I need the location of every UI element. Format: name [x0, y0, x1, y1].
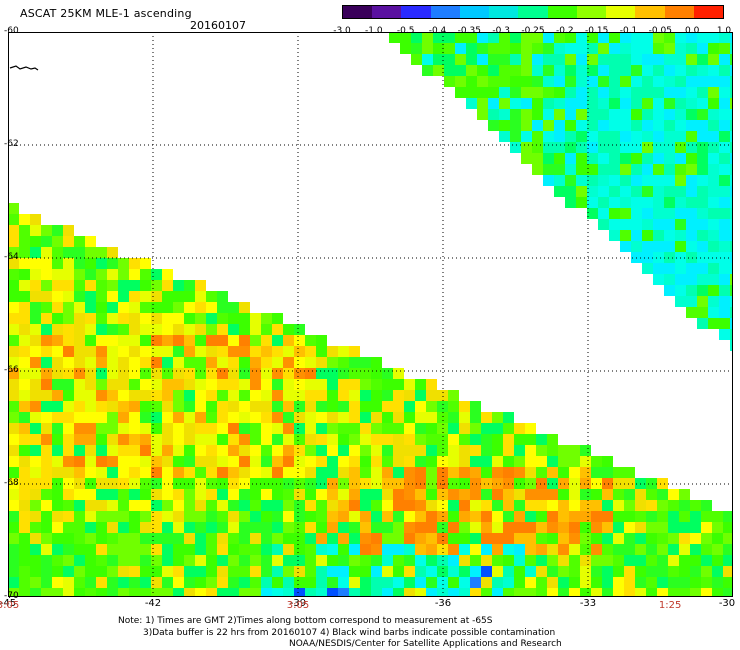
- note-line-3: NOAA/NESDIS/Center for Satellite Applica…: [289, 639, 562, 649]
- color-scale-bar: [342, 5, 724, 19]
- longitude-label: -39: [289, 598, 307, 609]
- color-swatch: [430, 6, 460, 18]
- time-label: 3:05: [286, 600, 310, 611]
- color-swatch: [401, 6, 431, 18]
- color-tick-label: -0.5: [396, 26, 415, 36]
- color-tick-label: -0.2: [556, 26, 574, 36]
- color-scale-ticks: -3.0 -1.0 -0.5 -0.4 -0.35 -0.3 -0.25 -0.2 -0.15-…: [330, 26, 740, 38]
- color-tick-label: -0.15: [585, 26, 609, 36]
- color-tick-label: -1.0: [365, 26, 383, 36]
- map-title: ASCAT 25KM MLE-1 ascending: [20, 7, 192, 20]
- color-swatch: [635, 6, 665, 18]
- longitude-label: -45: [0, 598, 17, 609]
- land-outline: [9, 65, 39, 71]
- map-canvas: [8, 32, 733, 597]
- map-date: 20160107: [190, 19, 246, 32]
- color-swatch: [459, 6, 490, 18]
- color-tick-label: -0.4: [428, 26, 447, 36]
- map-plot: [8, 32, 733, 597]
- latitude-label: -68: [4, 478, 19, 488]
- color-swatch: [547, 6, 577, 18]
- longitude-label: -33: [579, 598, 597, 609]
- color-swatch: [372, 6, 402, 18]
- color-swatch: [664, 6, 694, 18]
- color-tick-label: -3.0: [333, 26, 351, 36]
- latitude-label: -60: [4, 26, 19, 36]
- latitude-label: -62: [4, 139, 19, 149]
- color-swatch: [606, 6, 636, 18]
- color-swatch: [518, 6, 548, 18]
- longitude-label: -36: [434, 598, 452, 609]
- latitude-label: -70: [4, 591, 19, 601]
- color-swatch: [489, 6, 519, 18]
- color-tick-label: -0.3: [492, 26, 510, 36]
- time-label: 1:25: [658, 600, 682, 611]
- time-label: 3:05: [0, 600, 20, 611]
- longitude-label: -30: [718, 598, 736, 609]
- note-line-1: Note: 1) Times are GMT 2)Times along bot…: [118, 616, 493, 626]
- color-tick-label: -0.1: [619, 26, 638, 36]
- latitude-label: -64: [4, 252, 19, 262]
- latitude-label: -66: [4, 365, 19, 375]
- color-swatch: [576, 6, 607, 18]
- color-tick-label: -0.25: [521, 26, 545, 36]
- color-tick-label: 1.0: [716, 26, 732, 36]
- longitude-label: -42: [144, 598, 162, 609]
- color-tick-label: 0.0: [684, 26, 700, 36]
- swath-data: [8, 32, 733, 597]
- color-tick-label: -0.05: [648, 26, 672, 36]
- note-line-2: 3)Data buffer is 22 hrs from 20160107 4)…: [143, 628, 556, 638]
- color-tick-label: -0.35: [457, 26, 481, 36]
- color-swatch: [693, 6, 724, 18]
- map-frame: [8, 32, 733, 597]
- color-swatch: [343, 6, 373, 18]
